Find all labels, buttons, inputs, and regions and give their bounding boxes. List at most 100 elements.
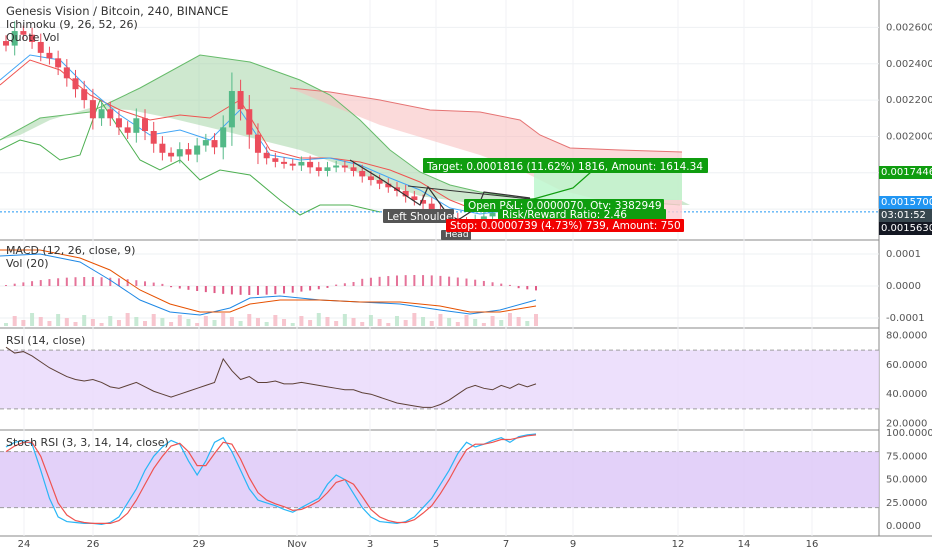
macd-histogram-bar [378, 276, 381, 286]
volume-bar [412, 313, 417, 326]
macd-histogram-bar [135, 280, 138, 286]
volume-bar [255, 318, 260, 326]
candle-body [29, 34, 36, 42]
rsi-tick-label: 20.0000 [886, 419, 927, 430]
macd-histogram-bar [387, 276, 390, 286]
macd-histogram-bar [465, 278, 468, 286]
volume-bar [238, 321, 243, 326]
volume-bar [334, 321, 339, 326]
volume-bar [429, 321, 434, 326]
macd-histogram-bar [83, 277, 86, 286]
candle-body [289, 163, 296, 166]
candle-body [411, 196, 418, 201]
head-label-bg [441, 230, 471, 240]
candle-body [159, 143, 166, 153]
vol-label[interactable]: Vol (20) [6, 257, 49, 270]
price-tick-label: 0.0020000 [886, 131, 932, 142]
target-price-tag: 0.0017446 [879, 166, 932, 179]
macd-pane[interactable] [0, 249, 538, 326]
macd-histogram-bar [309, 286, 312, 291]
rsi-pane[interactable] [0, 346, 879, 410]
volume-bar [377, 319, 382, 326]
target-label-bg [423, 158, 708, 173]
macd-histogram-bar [317, 286, 320, 290]
volume-bar [73, 322, 78, 326]
volume-bar [116, 320, 121, 326]
candle-body [194, 145, 201, 155]
macd-histogram-bar [352, 282, 355, 286]
time-tick-label: 12 [672, 539, 685, 550]
macd-histogram-bar [413, 275, 416, 286]
signal-line [0, 249, 537, 313]
pattern-annotations[interactable]: Left Shoulder Head Target: 0.0001816 (11.6… [349, 158, 708, 240]
candle-body [254, 134, 261, 153]
candle-body [420, 200, 427, 204]
price-pane[interactable] [0, 21, 879, 230]
volume-bar [47, 321, 52, 326]
candle-body [376, 180, 383, 184]
macd-label[interactable]: MACD (12, 26, close, 9) [6, 244, 136, 257]
candle-body [63, 67, 70, 79]
rsi-band [0, 350, 879, 409]
time-tick-label: 26 [87, 539, 100, 550]
volume-bar [177, 315, 182, 326]
macd-histogram-bar [343, 283, 346, 286]
last-price-tag: 0.0015630 [879, 222, 932, 235]
macd-tick-label: -0.0001 [886, 313, 925, 324]
macd-histogram-bar [204, 286, 207, 293]
quote-vol-label[interactable]: Quote Vol [6, 31, 60, 44]
projection-arrow [529, 171, 592, 201]
stoch-rsi-label[interactable]: Stoch RSI (3, 3, 14, 14, close) [6, 436, 169, 449]
stop-label-bg [446, 219, 684, 232]
macd-histogram-bar [283, 286, 286, 294]
volume-bar [247, 314, 252, 326]
volume-bar [38, 317, 43, 326]
macd-histogram-bar [361, 278, 364, 286]
time-tick-label: Nov [287, 539, 307, 550]
ichimoku-span-b [289, 87, 683, 153]
stoch-tick-label: 0.0000 [886, 521, 921, 532]
macd-histogram-bar [326, 286, 329, 288]
volume-bar [351, 318, 356, 326]
volume-bar [273, 315, 278, 326]
macd-histogram-bar [65, 277, 68, 286]
candle-body [341, 165, 348, 168]
candle-body [124, 127, 131, 133]
macd-histogram-bar [31, 281, 34, 286]
stoch-tick-label: 100.0000 [886, 428, 932, 439]
macd-histogram-bar [265, 286, 268, 295]
volume-bar [455, 322, 460, 326]
risk-reward-label: Risk/Reward Ratio: 2.46 [502, 209, 627, 221]
volume-bar [125, 313, 130, 326]
candle-body [489, 212, 496, 217]
volume-bar [203, 316, 208, 326]
macd-histogram-bar [100, 277, 103, 286]
macd-histogram-bar [430, 275, 433, 286]
volume-bar [447, 318, 452, 326]
candle-body [72, 78, 79, 90]
symbol-title[interactable]: Genesis Vision / Bitcoin, 240, BINANCE [6, 4, 229, 18]
candle-body [281, 161, 288, 164]
macd-histogram-bar [91, 277, 94, 286]
candle-body [263, 152, 270, 159]
rsi-label[interactable]: RSI (14, close) [6, 334, 86, 347]
volume-bar [82, 315, 87, 326]
ichimoku-label[interactable]: Ichimoku (9, 26, 52, 26) [6, 18, 138, 31]
stoch-band [0, 451, 879, 508]
rsi-line [5, 346, 537, 408]
volume-bar [525, 321, 530, 326]
candle-body [107, 109, 114, 119]
macd-histogram-bar [22, 282, 25, 286]
countdown-tag: 03:01:52 [879, 209, 932, 222]
candle-body [142, 118, 149, 131]
candle-body [228, 91, 235, 128]
candle-body [333, 165, 340, 168]
candle-body [298, 161, 305, 166]
target-zone [534, 170, 682, 200]
macd-histogram-bar [13, 283, 16, 286]
macd-histogram-bar [74, 277, 77, 286]
stoch-rsi-pane[interactable] [0, 433, 879, 525]
ichimoku-conversion-line [0, 54, 537, 215]
